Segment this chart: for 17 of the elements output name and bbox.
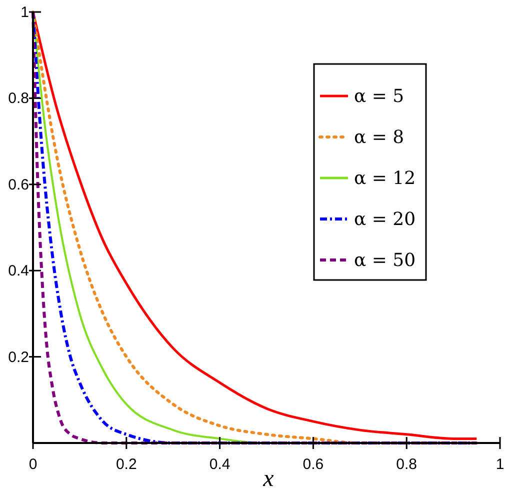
- x-tick-label: 0.4: [209, 456, 230, 473]
- legend-label: α = 5: [354, 86, 404, 107]
- y-tick-label: 1: [20, 4, 29, 21]
- x-tick-label: 0: [28, 456, 38, 473]
- legend-label: α = 20: [354, 209, 416, 230]
- x-tick-label: 0.8: [396, 456, 418, 473]
- y-tick-label: 0.6: [8, 176, 29, 194]
- y-tick-label: 0.4: [8, 262, 29, 280]
- x-tick-label: 1: [496, 456, 504, 473]
- y-tick-label: 0.2: [8, 348, 29, 366]
- legend-label: α = 12: [354, 168, 416, 189]
- x-tick-label: 0.6: [302, 456, 324, 473]
- legend-label: α = 8: [354, 127, 404, 148]
- legend-label: α = 50: [354, 250, 416, 271]
- x-axis-title: x: [262, 466, 274, 492]
- x-tick-label: 0.2: [116, 456, 137, 473]
- y-tick-label: 0.8: [8, 90, 29, 108]
